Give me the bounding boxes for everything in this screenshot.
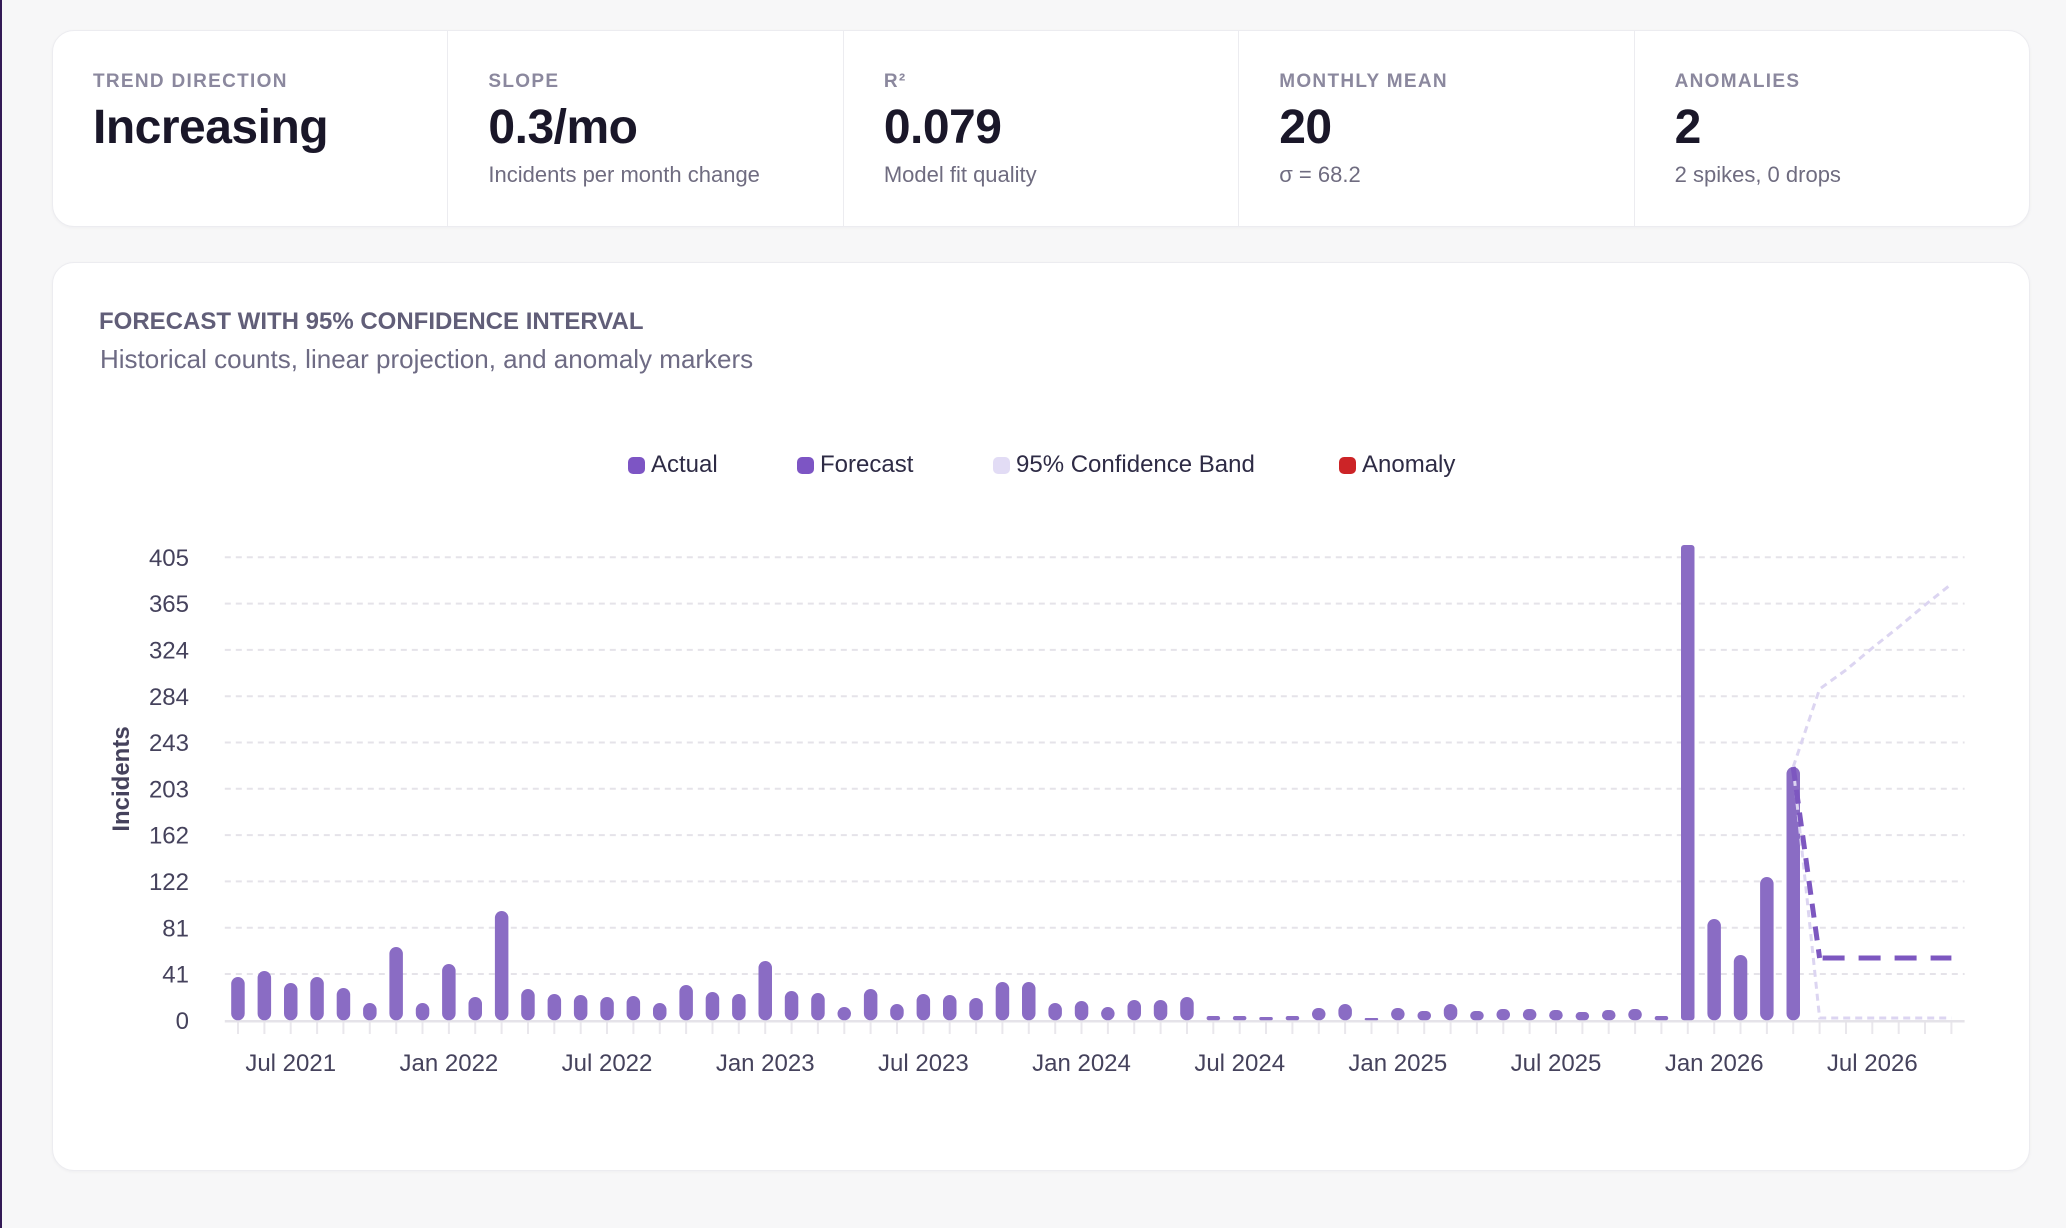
svg-text:243: 243 <box>149 730 189 757</box>
svg-text:Incidents: Incidents <box>108 726 135 831</box>
svg-text:Jan 2024: Jan 2024 <box>1032 1050 1131 1077</box>
svg-text:203: 203 <box>149 776 189 803</box>
svg-text:Jul 2021: Jul 2021 <box>245 1050 336 1077</box>
svg-text:324: 324 <box>149 638 189 665</box>
svg-text:405: 405 <box>149 545 189 572</box>
svg-text:122: 122 <box>149 869 189 896</box>
svg-text:Jan 2025: Jan 2025 <box>1348 1050 1447 1077</box>
svg-text:81: 81 <box>162 915 189 942</box>
svg-text:365: 365 <box>149 591 189 618</box>
svg-text:162: 162 <box>149 823 189 850</box>
svg-text:41: 41 <box>162 962 189 989</box>
svg-text:Jul 2026: Jul 2026 <box>1827 1050 1918 1077</box>
svg-text:0: 0 <box>176 1008 189 1035</box>
svg-text:Jul 2023: Jul 2023 <box>878 1050 969 1077</box>
svg-text:Jan 2026: Jan 2026 <box>1665 1050 1764 1077</box>
svg-text:Jul 2022: Jul 2022 <box>562 1050 653 1077</box>
svg-text:Jan 2022: Jan 2022 <box>400 1050 499 1077</box>
svg-text:284: 284 <box>149 684 189 711</box>
svg-text:Jul 2025: Jul 2025 <box>1511 1050 1602 1077</box>
svg-text:Jan 2023: Jan 2023 <box>716 1050 815 1077</box>
svg-text:Jul 2024: Jul 2024 <box>1194 1050 1285 1077</box>
